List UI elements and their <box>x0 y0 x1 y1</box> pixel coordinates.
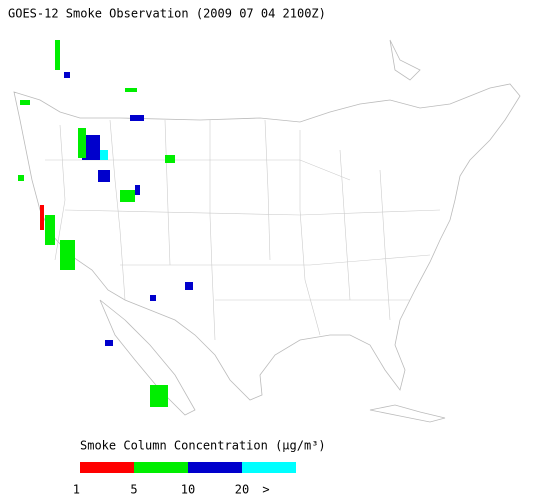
color-bin <box>80 462 134 473</box>
smoke-patch <box>18 175 24 181</box>
baja <box>99 299 196 416</box>
smoke-patch <box>40 205 44 230</box>
legend-title: Smoke Column Concentration (μg/m³) <box>80 439 326 453</box>
legend-label: > <box>262 483 269 497</box>
smoke-patch <box>150 295 156 301</box>
smoke-patch <box>55 40 60 70</box>
smoke-patch <box>20 100 30 105</box>
color-bin <box>188 462 242 473</box>
basemap <box>13 39 521 423</box>
smoke-patch <box>60 240 75 270</box>
smoke-patch <box>45 215 55 245</box>
smoke-patch <box>100 150 108 160</box>
hudson-shore <box>389 39 421 81</box>
legend-label: 10 <box>181 483 195 497</box>
smoke-patch <box>185 282 193 290</box>
state-lines <box>45 119 441 341</box>
title: GOES-12 Smoke Observation (2009 07 04 21… <box>8 7 326 21</box>
smoke-patch <box>78 128 86 158</box>
smoke-pixels <box>18 40 193 407</box>
cuba <box>369 404 446 423</box>
smoke-patch <box>130 115 144 121</box>
smoke-patch <box>125 88 137 92</box>
legend-label: 1 <box>73 483 80 497</box>
legend: 1 5 10 20 > <box>73 462 296 497</box>
legend-label: 20 <box>235 483 249 497</box>
smoke-patch <box>82 135 100 160</box>
coastline <box>13 83 521 401</box>
smoke-patch <box>150 385 168 407</box>
color-bin <box>134 462 188 473</box>
color-bin <box>242 462 296 473</box>
smoke-patch <box>98 170 110 182</box>
smoke-patch <box>165 155 175 163</box>
smoke-patch <box>120 190 135 202</box>
smoke-patch <box>135 185 140 195</box>
smoke-patch <box>105 340 113 346</box>
smoke-patch <box>64 72 70 78</box>
legend-label: 5 <box>130 483 137 497</box>
